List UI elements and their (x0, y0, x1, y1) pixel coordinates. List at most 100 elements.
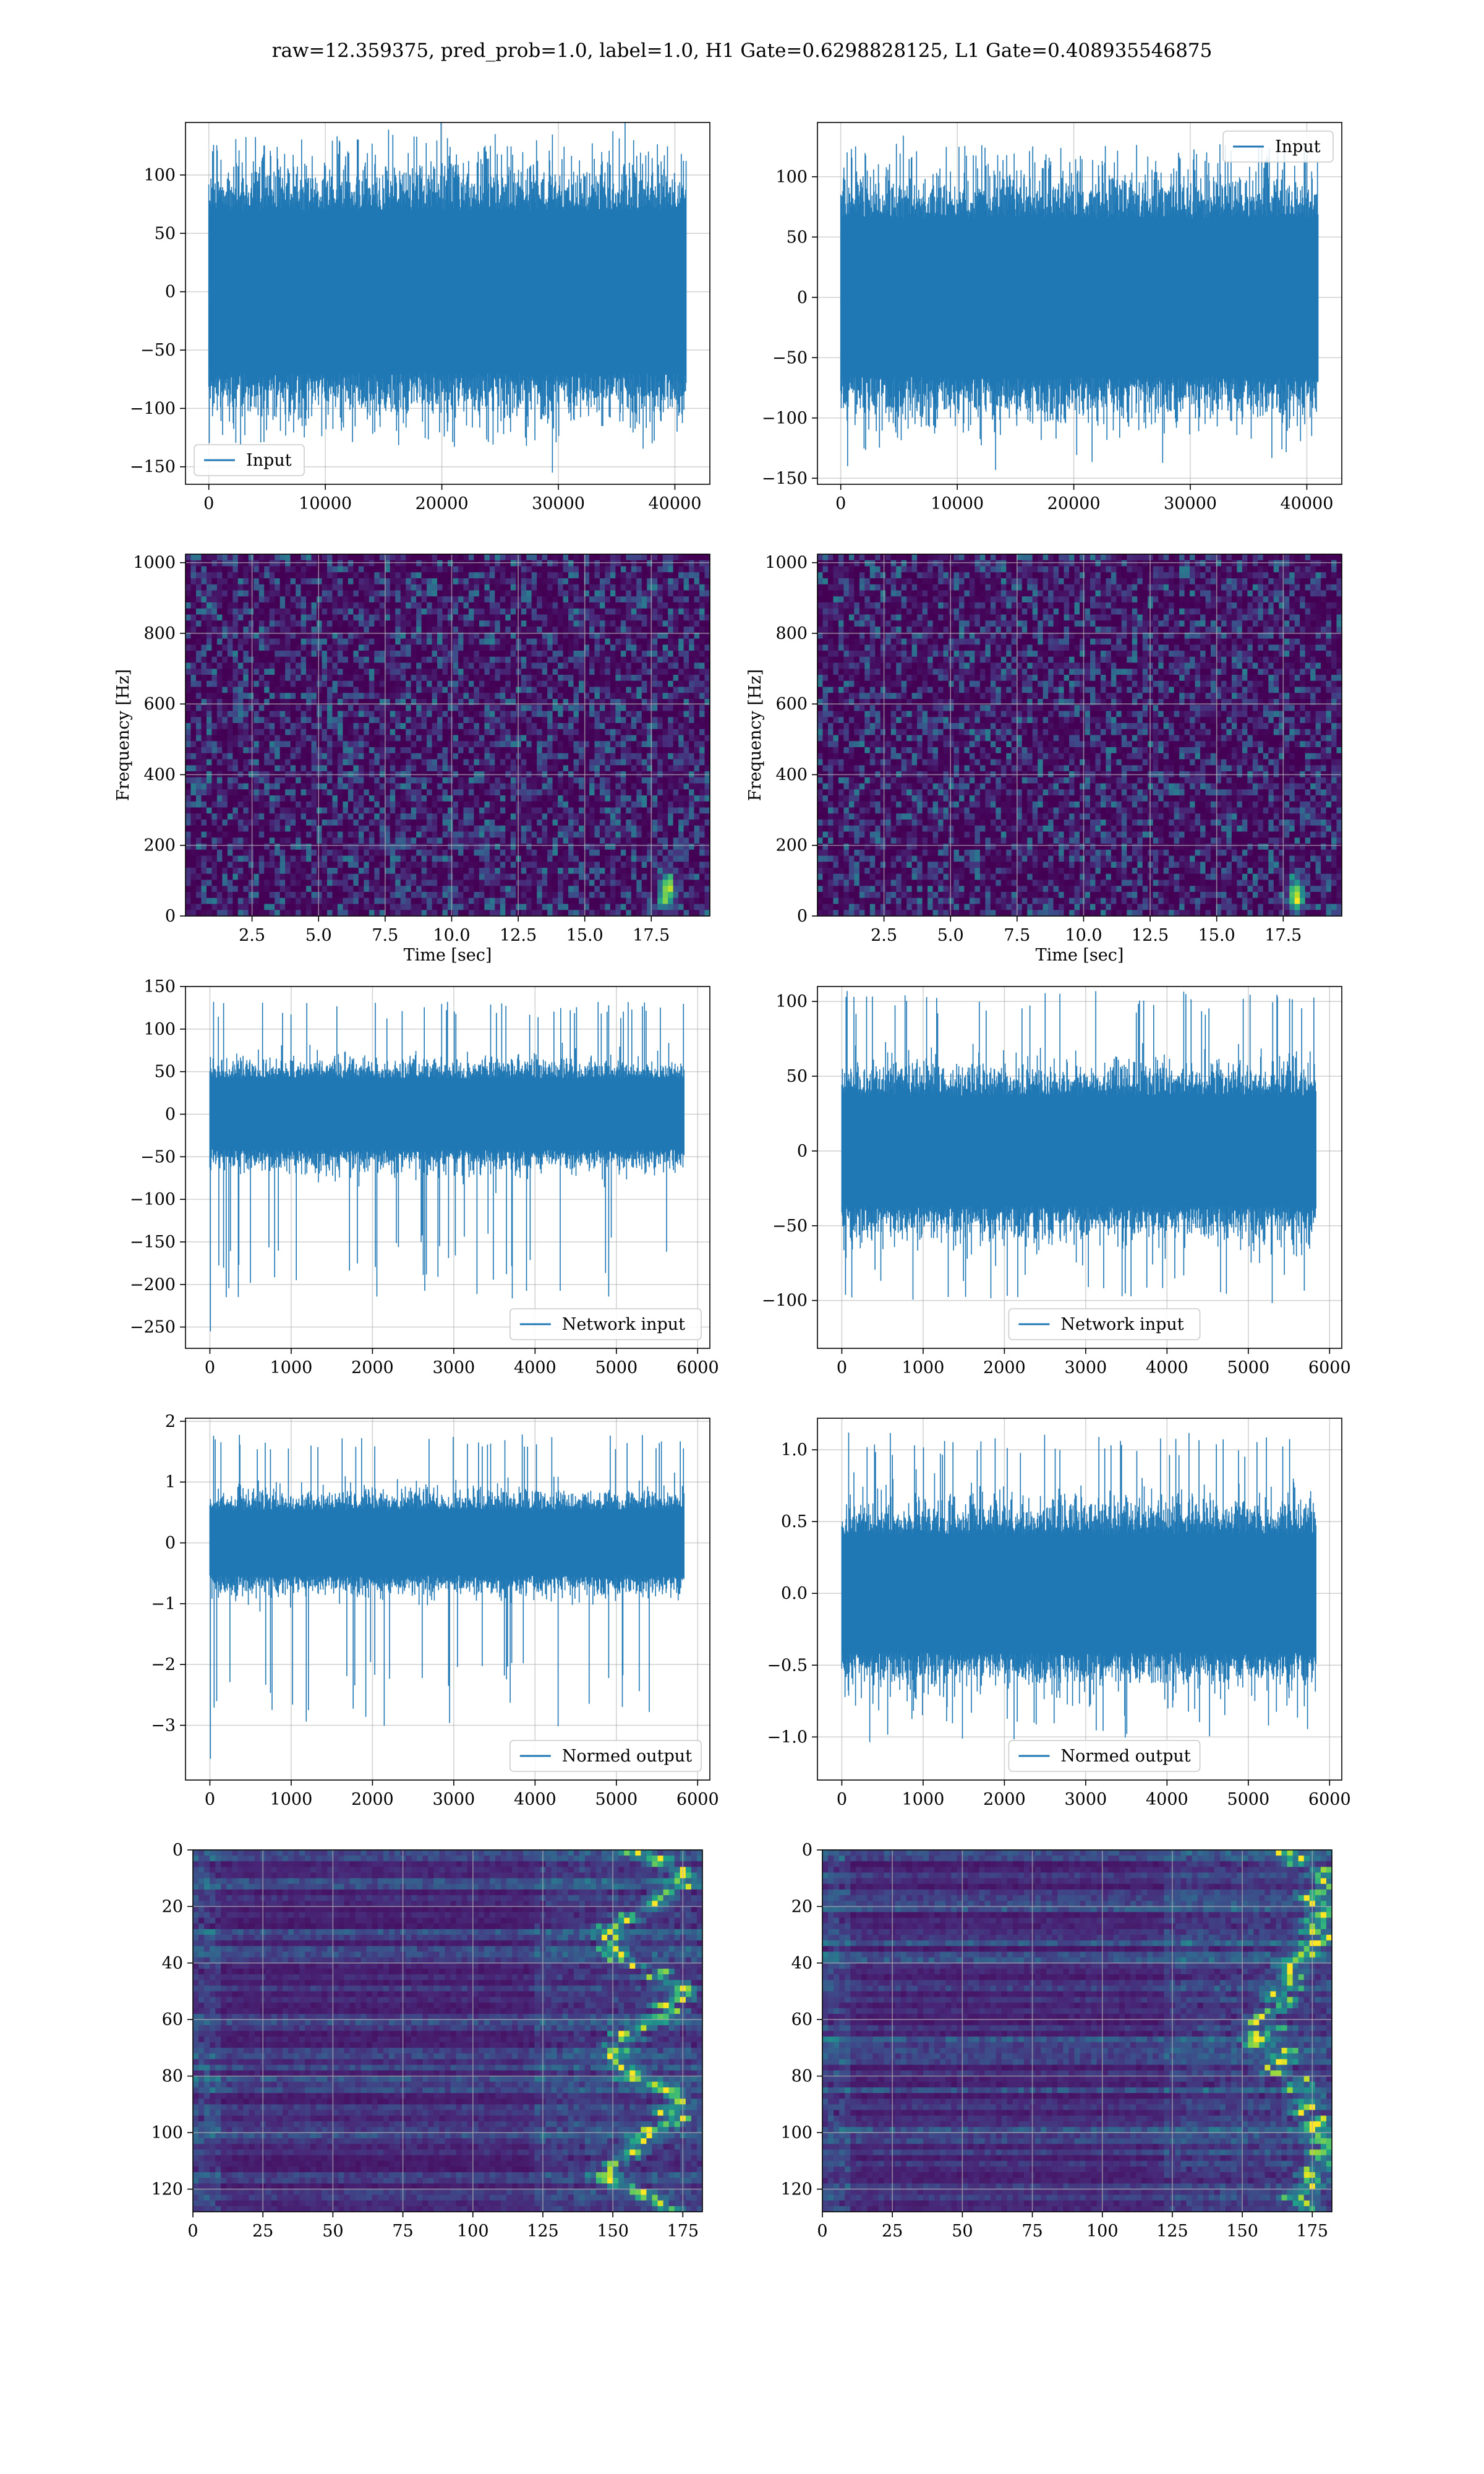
y-tick-label: 0.5 (781, 1512, 808, 1531)
y-tick-label: −150 (762, 469, 808, 488)
x-tick-label: 1000 (902, 1358, 945, 1377)
y-tick-label: 200 (143, 836, 176, 855)
y-tick-label: 600 (775, 695, 808, 714)
x-tick-label: 20000 (416, 494, 469, 513)
legend-label: Input (246, 451, 292, 470)
plot-frame (817, 554, 1342, 917)
y-tick-label: −50 (772, 1217, 808, 1236)
y-tick-label: 100 (775, 992, 808, 1011)
x-tick-label: 0 (837, 1790, 847, 1809)
x-tick-label: 4000 (1146, 1358, 1188, 1377)
x-tick-label: 5000 (595, 1790, 638, 1809)
legend: Input (1222, 131, 1334, 163)
y-tick-label: 100 (780, 2123, 812, 2142)
x-tick-label: 100 (1086, 2222, 1119, 2241)
y-tick-label: 0 (802, 1841, 812, 1860)
x-tick-label: 12.5 (1132, 926, 1169, 945)
x-tick-label: 2000 (983, 1358, 1026, 1377)
y-tick-label: −2 (151, 1655, 176, 1674)
legend-box (1222, 131, 1334, 163)
signal-line (209, 1434, 684, 1759)
x-tick-label: 25 (882, 2222, 903, 2241)
x-tick-label: 10.0 (433, 926, 470, 945)
y-tick-label: 40 (791, 1954, 812, 1973)
x-tick-label: 1000 (270, 1358, 313, 1377)
x-tick-label: 15.0 (1198, 926, 1235, 945)
y-tick-label: −1 (151, 1594, 176, 1614)
y-tick-label: 120 (151, 2180, 183, 2199)
y-tick-label: 600 (143, 695, 176, 714)
y-tick-label: −50 (772, 348, 808, 367)
x-tick-label: 5.0 (937, 926, 964, 945)
x-tick-label: 6000 (676, 1358, 719, 1377)
x-tick-label: 0 (205, 1790, 215, 1809)
y-tick-label: 100 (143, 1020, 176, 1039)
x-tick-label: 1000 (902, 1790, 945, 1809)
y-tick-label: −100 (130, 399, 176, 418)
x-tick-label: 0 (205, 1358, 215, 1377)
signal-line (840, 135, 1319, 470)
y-tick-label: 100 (143, 166, 176, 185)
y-tick-label: 0 (165, 283, 176, 302)
y-tick-label: 800 (775, 624, 808, 643)
x-tick-label: 10000 (931, 494, 984, 513)
x-tick-label: 6000 (1308, 1790, 1351, 1809)
x-tick-label: 30000 (1164, 494, 1217, 513)
y-axis-label: Frequency [Hz] (746, 669, 765, 801)
y-tick-label: 120 (780, 2180, 812, 2199)
legend-box (194, 444, 305, 476)
y-axis-label: Frequency [Hz] (114, 669, 133, 801)
x-tick-label: 1000 (270, 1790, 313, 1809)
signal-line (208, 122, 687, 473)
y-tick-label: −100 (762, 1291, 808, 1311)
signal-line (841, 1432, 1316, 1742)
y-tick-label: 50 (155, 224, 176, 243)
x-tick-label: 175 (1297, 2222, 1329, 2241)
x-tick-label: 40000 (649, 494, 702, 513)
y-tick-label: 400 (143, 765, 176, 784)
x-tick-label: 4000 (514, 1358, 556, 1377)
y-tick-label: 0 (165, 1105, 176, 1124)
legend-box (509, 1740, 702, 1772)
x-tick-label: 2000 (351, 1358, 394, 1377)
y-tick-label: 100 (775, 168, 808, 187)
plot-frame (185, 1418, 710, 1781)
y-tick-label: −100 (762, 409, 808, 428)
y-tick-label: 2 (165, 1412, 176, 1431)
y-tick-label: 0 (173, 1841, 183, 1860)
x-tick-label: 125 (1156, 2222, 1188, 2241)
x-tick-label: 0 (837, 1358, 847, 1377)
y-tick-label: 0 (797, 907, 808, 926)
x-tick-label: 2.5 (239, 926, 265, 945)
legend-label: Normed output (562, 1747, 692, 1766)
y-tick-label: 1000 (765, 554, 808, 573)
y-tick-label: −3 (151, 1716, 176, 1736)
legend: Input (194, 444, 305, 476)
y-tick-label: 200 (775, 836, 808, 855)
x-tick-label: 3000 (1065, 1358, 1107, 1377)
legend-label: Network input (562, 1315, 685, 1334)
x-tick-label: 2.5 (871, 926, 897, 945)
plot-frame (185, 554, 710, 917)
x-tick-label: 3000 (433, 1358, 475, 1377)
x-tick-label: 5000 (595, 1358, 638, 1377)
y-tick-label: 60 (791, 2010, 812, 2029)
plot-frame (822, 1849, 1333, 2212)
plot-frame (817, 1418, 1342, 1781)
y-tick-label: −150 (130, 458, 176, 477)
figure-title: raw=12.359375, pred_prob=1.0, label=1.0,… (0, 40, 1484, 62)
x-tick-label: 6000 (1308, 1358, 1351, 1377)
legend: Normed output (509, 1740, 702, 1772)
x-tick-label: 40000 (1281, 494, 1334, 513)
x-tick-label: 5000 (1227, 1358, 1269, 1377)
y-tick-label: 100 (151, 2123, 183, 2142)
y-tick-label: 50 (787, 1067, 808, 1086)
x-tick-label: 25 (252, 2222, 273, 2241)
